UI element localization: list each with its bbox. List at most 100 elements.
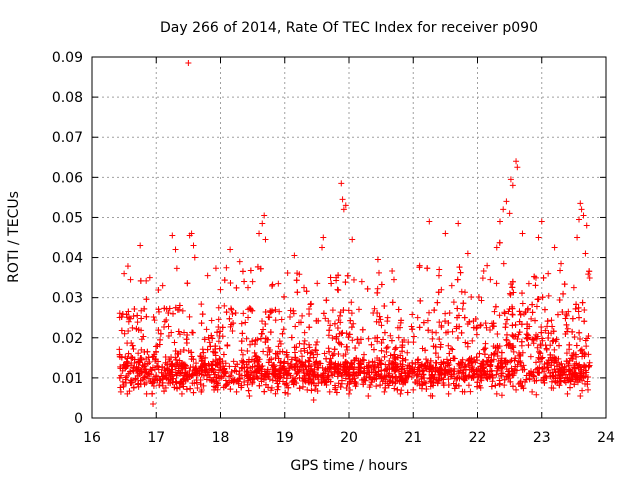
data-point	[473, 331, 480, 338]
data-point	[210, 348, 217, 355]
data-point	[436, 266, 443, 273]
data-point	[538, 329, 545, 336]
data-point	[347, 359, 354, 366]
data-point	[403, 374, 410, 381]
data-point	[576, 216, 583, 223]
data-point	[383, 366, 390, 373]
data-point	[284, 390, 291, 397]
data-point	[201, 336, 208, 343]
data-point	[172, 304, 179, 311]
data-point	[153, 373, 160, 380]
data-point	[175, 367, 182, 374]
data-point	[272, 317, 279, 324]
x-tick-label: 24	[597, 430, 615, 446]
data-point	[323, 355, 330, 362]
data-point	[244, 368, 251, 375]
data-point	[274, 380, 281, 387]
data-point	[391, 368, 398, 375]
data-point	[489, 378, 496, 385]
data-point	[564, 325, 571, 332]
data-point	[246, 356, 253, 363]
data-point	[574, 234, 581, 241]
data-point	[169, 232, 176, 239]
data-point	[299, 360, 306, 367]
data-point	[489, 372, 496, 379]
data-point	[428, 374, 435, 381]
data-point	[133, 325, 140, 332]
data-point	[293, 370, 300, 377]
data-point	[338, 341, 345, 348]
data-point	[355, 306, 362, 313]
data-point	[549, 369, 556, 376]
data-point	[518, 338, 525, 345]
data-point	[280, 326, 287, 333]
data-point	[578, 206, 585, 213]
data-point	[378, 347, 385, 354]
data-point	[571, 364, 578, 371]
data-point	[153, 348, 160, 355]
data-point	[149, 354, 156, 361]
data-point	[534, 344, 541, 351]
data-point	[190, 242, 197, 249]
data-point	[189, 380, 196, 387]
data-point	[506, 210, 513, 217]
data-point	[236, 258, 243, 265]
data-point	[535, 234, 542, 241]
data-point	[244, 347, 251, 354]
data-point	[279, 330, 286, 337]
data-point	[571, 334, 578, 341]
data-point	[284, 269, 291, 276]
data-point	[124, 355, 131, 362]
data-point	[290, 307, 297, 314]
data-point	[490, 351, 497, 358]
data-point	[503, 198, 510, 205]
data-point	[197, 381, 204, 388]
data-point	[116, 346, 123, 353]
data-point	[560, 290, 567, 297]
data-point	[435, 354, 442, 361]
data-point	[227, 323, 234, 330]
data-point	[304, 386, 311, 393]
data-point	[212, 265, 219, 272]
data-point	[539, 335, 546, 342]
data-point	[333, 389, 340, 396]
data-point	[535, 348, 542, 355]
data-point	[485, 354, 492, 361]
data-point	[451, 355, 458, 362]
data-point	[343, 343, 350, 350]
data-point	[395, 306, 402, 313]
data-point	[311, 369, 318, 376]
data-point	[505, 308, 512, 315]
data-point	[346, 331, 353, 338]
data-point	[577, 200, 584, 207]
data-point	[138, 368, 145, 375]
data-point	[214, 380, 221, 387]
data-point	[549, 323, 556, 330]
data-point	[216, 355, 223, 362]
data-point	[333, 277, 340, 284]
data-point	[460, 300, 467, 307]
data-point	[184, 376, 191, 383]
data-point	[184, 332, 191, 339]
data-point	[241, 379, 248, 386]
data-point	[481, 351, 488, 358]
x-axis-tick-labels: 16 17 18 19 20 21 22 23 24	[83, 430, 615, 446]
data-point	[215, 304, 222, 311]
data-point	[203, 326, 210, 333]
data-point	[342, 371, 349, 378]
data-point	[399, 355, 406, 362]
data-point	[153, 362, 160, 369]
data-point	[159, 363, 166, 370]
data-point	[529, 388, 536, 395]
data-point	[522, 309, 529, 316]
data-point	[221, 277, 228, 284]
data-point	[398, 317, 405, 324]
data-point	[351, 357, 358, 364]
data-point	[208, 317, 215, 324]
data-point	[413, 372, 420, 379]
data-point	[374, 256, 381, 263]
data-point	[387, 377, 394, 384]
data-point	[429, 364, 436, 371]
data-point	[571, 361, 578, 368]
data-point	[185, 60, 192, 67]
